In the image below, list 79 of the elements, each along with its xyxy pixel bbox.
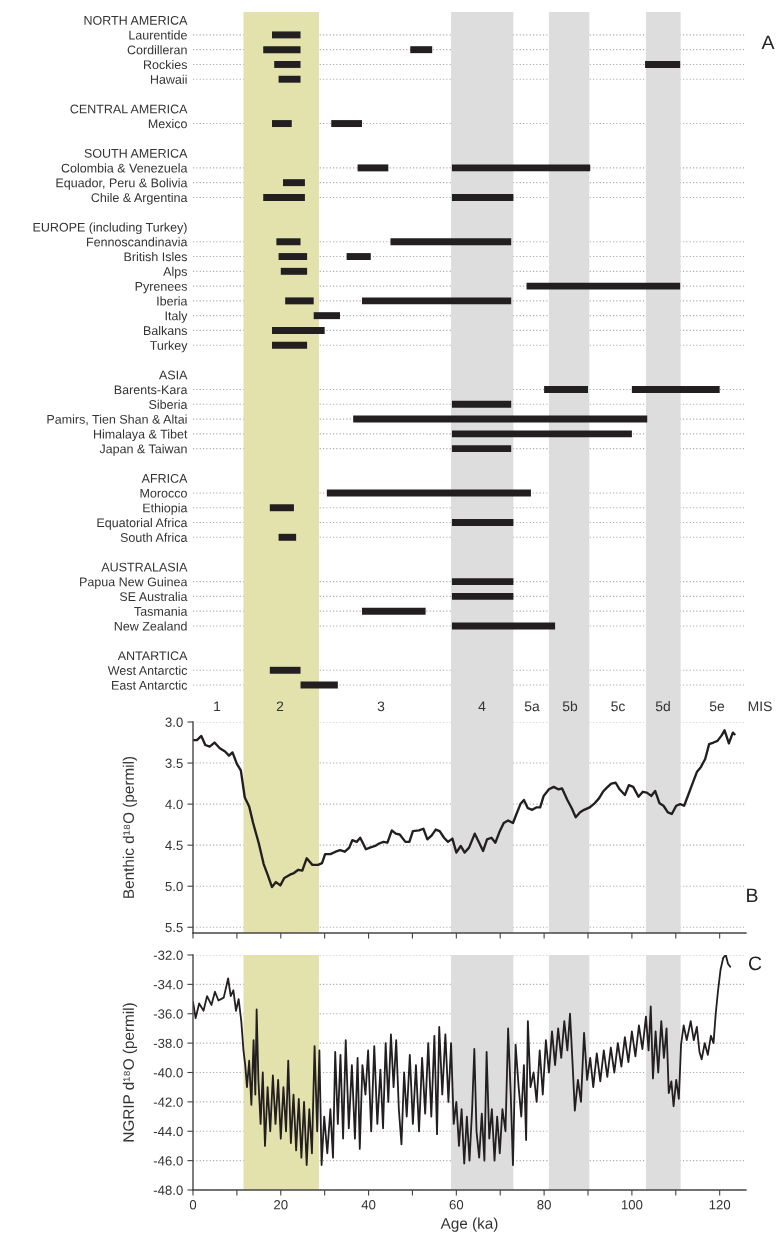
- y-tick-label: 3.0: [165, 717, 183, 727]
- y-tick-label: South Africa: [120, 532, 188, 542]
- y-tick-label: Japan & Taiwan: [99, 444, 187, 456]
- y-tick-label: -34.0: [153, 979, 183, 990]
- y-tick-label: Morocco: [140, 488, 187, 498]
- y-tick-label: Siberia: [149, 399, 188, 409]
- y-tick-label: Laurentide: [129, 30, 187, 40]
- y-tick-label: East Antarctic: [112, 680, 188, 690]
- y-tick-label: 4.5: [165, 840, 183, 851]
- y-tick-label: -32.0: [153, 950, 183, 960]
- y-tick-label: Turkey: [150, 340, 188, 353]
- y-tick-label: Italy: [165, 311, 188, 323]
- x-tick-label: 120: [709, 1200, 731, 1210]
- x-tick-label: 80: [537, 1200, 551, 1210]
- text: B: [747, 888, 758, 903]
- y-tick-label: Ethiopia: [143, 503, 188, 515]
- y-tick-label: Fennoscandinavia: [87, 237, 188, 247]
- text: 1: [214, 701, 221, 712]
- y-tick-label: 3.5: [165, 758, 183, 768]
- y-tick-label: ASIA: [158, 370, 188, 380]
- text: 5e: [709, 701, 725, 712]
- text: 3: [377, 701, 385, 712]
- y-tick-label: West Antarctic: [107, 665, 188, 675]
- y-tick-label: 5.0: [165, 881, 183, 892]
- y-tick-label: -44.0: [153, 1126, 183, 1137]
- y-tick-label: -46.0: [153, 1156, 183, 1166]
- y-tick-label: Equador, Peru & Bolivia: [56, 178, 188, 190]
- y-tick-label: Alps: [163, 266, 187, 279]
- text: 5d: [655, 701, 670, 712]
- text: C: [748, 956, 762, 971]
- y-tick-label: Mexico: [148, 119, 187, 129]
- y-tick-label: -42.0: [153, 1097, 183, 1107]
- y-tick-label: -36.0: [153, 1009, 183, 1019]
- y-tick-label: AFRICA: [141, 473, 188, 483]
- x-tick-label: 60: [449, 1200, 464, 1210]
- y-tick-label: 4.0: [165, 799, 183, 810]
- y-tick-label: CENTRAL AMERICA: [70, 104, 188, 114]
- y-tick-label: Himalaya & Tibet: [93, 429, 188, 441]
- y-tick-label: Rockies: [144, 59, 187, 70]
- y-tick-label: SE Australia: [119, 591, 188, 602]
- y-tick-label: -38.0: [153, 1038, 183, 1049]
- text: 5b: [562, 701, 578, 712]
- y-tick-label: Pyrenees: [135, 282, 187, 294]
- text: 2: [276, 701, 284, 712]
- y-axis-title: Benthic d¹⁸O (permil): [122, 756, 137, 898]
- x-tick-label: 40: [361, 1200, 376, 1210]
- text: 5a: [524, 701, 540, 712]
- x-tick-label: 0: [189, 1200, 197, 1210]
- y-tick-label: Iberia: [157, 296, 188, 306]
- y-tick-label: ANTARTICA: [117, 651, 188, 661]
- line-series: [193, 729, 736, 889]
- x-tick-label: 100: [621, 1200, 643, 1210]
- text: 5c: [611, 701, 625, 712]
- y-tick-label: Cordilleran: [127, 45, 187, 55]
- y-tick-label: 5.5: [165, 922, 183, 933]
- x-tick-label: 20: [274, 1200, 288, 1210]
- y-tick-label: Hawaii: [150, 74, 187, 84]
- y-tick-label: Barents-Kara: [114, 385, 188, 395]
- y-tick-label: Chile & Argentina: [91, 192, 188, 205]
- x-axis-title: Age (ka): [440, 1217, 498, 1232]
- y-tick-label: AUSTRALASIA: [101, 562, 188, 572]
- y-tick-label: Balkans: [144, 325, 187, 336]
- y-tick-label: Equatorial Africa: [97, 517, 188, 530]
- y-tick-label: Papua New Guinea: [80, 577, 188, 589]
- y-tick-label: -40.0: [153, 1068, 183, 1078]
- y-axis-title: NGRIP d¹⁸O (permil): [122, 1003, 137, 1142]
- text: 4: [478, 701, 486, 712]
- y-tick-label: SOUTH AMERICA: [84, 148, 188, 158]
- text: A: [761, 35, 775, 50]
- y-tick-label: Tasmania: [134, 606, 188, 616]
- y-tick-label: EUROPE (including Turkey): [33, 222, 187, 235]
- line-series: [193, 955, 732, 1166]
- y-tick-label: British Isles: [124, 252, 187, 262]
- y-tick-label: Pamirs, Tien Shan & Altai: [47, 414, 187, 426]
- y-tick-label: NORTH AMERICA: [84, 15, 188, 25]
- y-tick-label: New Zealand: [114, 621, 187, 631]
- y-tick-label: Colombia & Venezuela: [61, 163, 188, 173]
- text: MIS: [748, 701, 772, 712]
- y-tick-label: -48.0: [153, 1185, 183, 1195]
